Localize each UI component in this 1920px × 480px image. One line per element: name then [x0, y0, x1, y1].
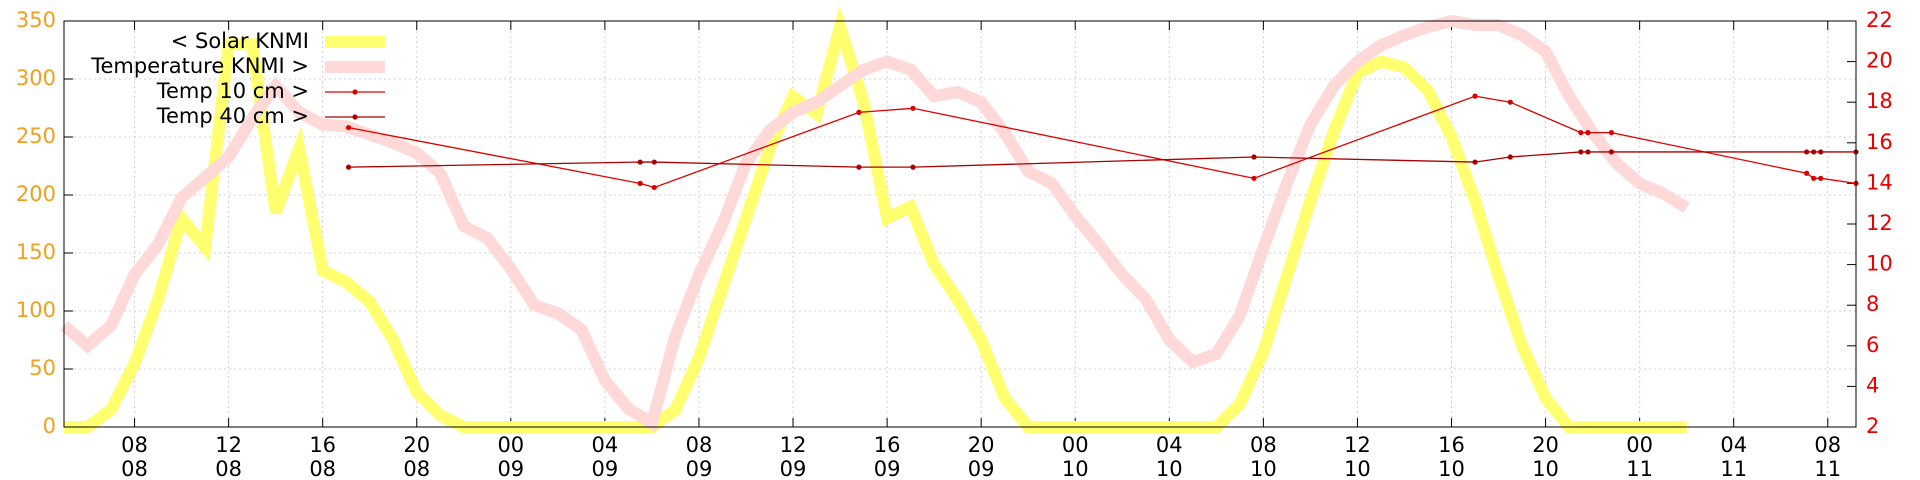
- data-point: [651, 159, 657, 165]
- data-point: [1251, 154, 1257, 160]
- data-point: [637, 180, 643, 186]
- y2-tick-label: 18: [1866, 89, 1893, 113]
- data-point: [345, 124, 352, 131]
- data-point: [1811, 149, 1817, 155]
- y2-tick-label: 14: [1866, 170, 1893, 194]
- x-tick-label: 04 11: [1720, 433, 1748, 480]
- legend-label: Temperature KNMI >: [90, 54, 309, 78]
- data-point: [856, 164, 862, 170]
- data-point: [1608, 130, 1615, 136]
- y2-tick-label: 10: [1866, 252, 1893, 276]
- data-point: [1585, 149, 1591, 155]
- data-point: [1578, 149, 1584, 155]
- y-tick-label: 350: [16, 8, 56, 32]
- x-tick-label: 00 09: [497, 433, 525, 480]
- data-point: [1472, 93, 1478, 99]
- plot-area: [60, 5, 1859, 433]
- x-tick-label: 08 09: [685, 433, 713, 480]
- series-line: [60, 14, 1690, 433]
- y-tick-label: 100: [16, 298, 56, 322]
- data-point: [1585, 130, 1591, 136]
- data-point: [1578, 130, 1584, 136]
- data-point: [1251, 175, 1257, 181]
- x-tick-label: 16 08: [309, 433, 337, 480]
- y2-tick-label: 4: [1866, 373, 1879, 397]
- y-tick-label: 0: [43, 414, 56, 438]
- x-tick-label: 00 11: [1626, 433, 1653, 480]
- data-point: [1608, 149, 1615, 155]
- y-tick-label: 250: [16, 124, 56, 148]
- y2-tick-label: 20: [1866, 49, 1893, 73]
- series-line: [64, 5, 1687, 433]
- y-tick-label: 150: [16, 240, 56, 264]
- data-point: [651, 184, 657, 191]
- x-tick-label: 20 08: [403, 433, 431, 480]
- series-line: [348, 151, 1856, 168]
- legend-swatch: [352, 114, 358, 120]
- data-point: [1507, 154, 1513, 160]
- x-tick-label: 20 10: [1532, 433, 1559, 480]
- data-point: [1818, 175, 1824, 181]
- x-tick-label: 12 09: [779, 433, 807, 480]
- grid: [64, 20, 1856, 428]
- y2-tick-label: 22: [1866, 8, 1893, 32]
- x-tick-label: 12 08: [215, 433, 242, 480]
- legend-swatch: [352, 89, 358, 95]
- x-tick-label: 16 09: [873, 433, 901, 480]
- data-point: [856, 109, 862, 115]
- data-point: [1804, 170, 1810, 176]
- data-point: [637, 159, 643, 165]
- y-tick-label: 50: [29, 356, 56, 380]
- x-tick-label: 16 10: [1438, 433, 1465, 480]
- y2-tick-label: 8: [1866, 292, 1879, 316]
- y-tick-label: 200: [16, 182, 56, 206]
- x-tick-label: 20 09: [967, 433, 995, 480]
- y2-tick-label: 6: [1866, 333, 1879, 357]
- data-point: [1811, 175, 1817, 181]
- data-point: [910, 105, 916, 111]
- x-tick-label: 12 10: [1344, 433, 1371, 480]
- plot-border: [63, 20, 1857, 428]
- data-point: [1472, 159, 1478, 165]
- x-tick-label: 08 08: [121, 433, 148, 480]
- y2-tick-label: 12: [1866, 211, 1893, 235]
- x-tick-label: 08 11: [1814, 433, 1842, 480]
- x-tick-label: 08 10: [1249, 433, 1277, 480]
- data-point: [1818, 149, 1824, 155]
- legend-label: Temp 40 cm >: [156, 104, 309, 128]
- data-point: [1507, 99, 1513, 105]
- data-point: [345, 164, 352, 170]
- legend-label: Temp 10 cm >: [156, 79, 309, 103]
- data-point: [910, 164, 916, 170]
- y2-tick-label: 16: [1866, 130, 1893, 154]
- data-point: [1804, 149, 1810, 155]
- y-tick-label: 300: [16, 66, 56, 90]
- x-tick-label: 04 09: [591, 433, 619, 480]
- y2-tick-label: 2: [1866, 414, 1879, 438]
- x-tick-label: 04 10: [1155, 433, 1183, 480]
- legend-label: < Solar KNMI: [171, 29, 309, 53]
- x-tick-label: 00 10: [1061, 433, 1089, 480]
